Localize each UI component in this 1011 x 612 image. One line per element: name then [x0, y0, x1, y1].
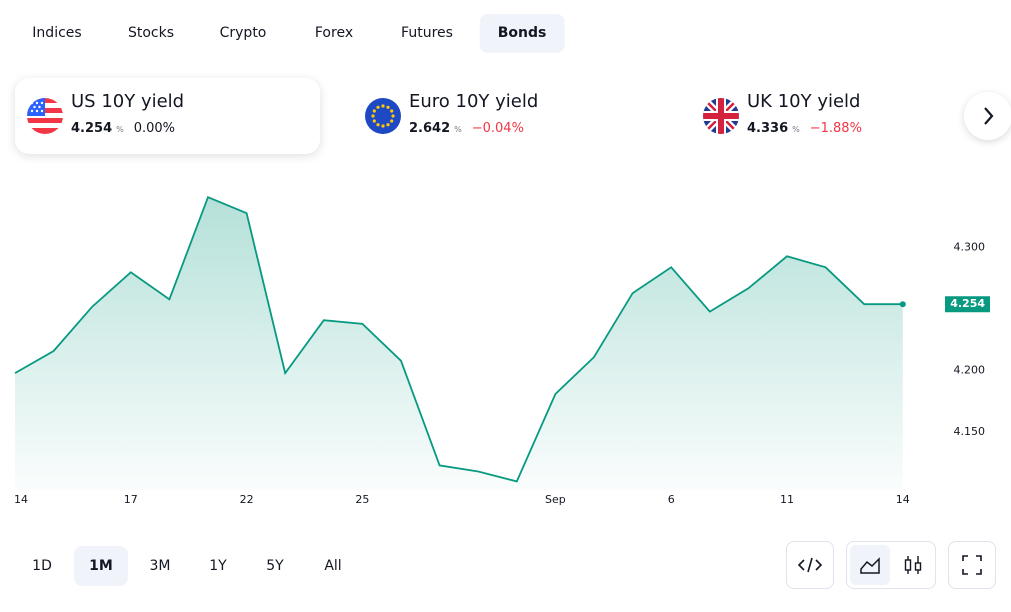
x-tick-label: Sep [545, 493, 566, 506]
last-value-label: 4.254 [950, 297, 985, 310]
x-tick-label: 14 [14, 493, 28, 506]
tab[interactable]: Bonds [479, 14, 565, 53]
card-name: US 10Y yield [71, 91, 185, 112]
card-value: 4.254 [71, 121, 113, 136]
card-unit: % [792, 125, 800, 134]
x-tick-label: 22 [240, 493, 254, 506]
range-button[interactable]: 1D [32, 558, 52, 574]
range-button[interactable]: All [324, 558, 342, 574]
y-tick-label: 4.150 [954, 425, 986, 438]
flag-icon [703, 98, 739, 134]
fullscreen-button[interactable] [948, 541, 996, 589]
x-tick-label: 11 [780, 493, 794, 506]
embed-button[interactable] [786, 541, 834, 589]
candle-icon [904, 556, 922, 574]
x-tick-label: 14 [896, 493, 910, 506]
card-change: −0.04% [471, 121, 524, 136]
x-tick-label: 17 [124, 493, 138, 506]
card-value: 2.642 [409, 121, 451, 136]
tab[interactable]: Crypto [219, 25, 267, 41]
next-button[interactable] [964, 92, 1011, 140]
chart-style-group [846, 541, 936, 589]
card-unit: % [454, 125, 462, 134]
range-button[interactable]: 3M [149, 558, 171, 574]
card-value: 4.336 [747, 121, 789, 136]
tab[interactable]: Futures [401, 25, 453, 41]
tab[interactable]: Stocks [127, 25, 175, 41]
area-icon [860, 557, 880, 574]
bond-card[interactable]: US 10Y yield 4.254% 0.00% [15, 78, 320, 154]
range-button[interactable]: 5Y [266, 558, 284, 574]
y-tick-label: 4.300 [954, 241, 986, 254]
code-icon [797, 557, 823, 573]
card-name: Euro 10Y yield [409, 91, 539, 112]
price-line [14, 196, 903, 483]
range-button[interactable]: 1Y [209, 558, 227, 574]
card-quote: 4.336% −1.88% [747, 121, 862, 136]
x-tick-label: 25 [355, 493, 369, 506]
card-change: 0.00% [133, 121, 176, 136]
chevron-icon [984, 107, 994, 125]
card-quote: 4.254% 0.00% [71, 121, 175, 136]
area-style-button[interactable] [850, 545, 890, 585]
flag-icon [27, 98, 63, 134]
bond-card[interactable]: Euro 10Y yield 2.642% −0.04% [353, 78, 658, 154]
area-fill [15, 197, 903, 490]
y-tick-label: 4.200 [954, 364, 986, 377]
card-name: UK 10Y yield [747, 91, 861, 112]
range-button[interactable]: 1M [74, 546, 128, 586]
chart: 4.1504.2004.2504.30014172225Sep611144.25… [14, 196, 990, 506]
tab[interactable]: Forex [314, 25, 354, 41]
candle-style-button[interactable] [893, 545, 933, 585]
last-point [899, 301, 906, 308]
x-tick-label: 6 [668, 493, 675, 506]
tab[interactable]: Indices [32, 25, 82, 41]
card-change: −1.88% [809, 121, 862, 136]
fullscreen-icon [962, 555, 982, 575]
last-value-badge [945, 296, 990, 313]
flag-icon [365, 98, 401, 134]
bond-card[interactable]: UK 10Y yield 4.336% −1.88% [691, 78, 996, 154]
card-unit: % [116, 125, 124, 134]
card-quote: 2.642% −0.04% [409, 121, 524, 136]
